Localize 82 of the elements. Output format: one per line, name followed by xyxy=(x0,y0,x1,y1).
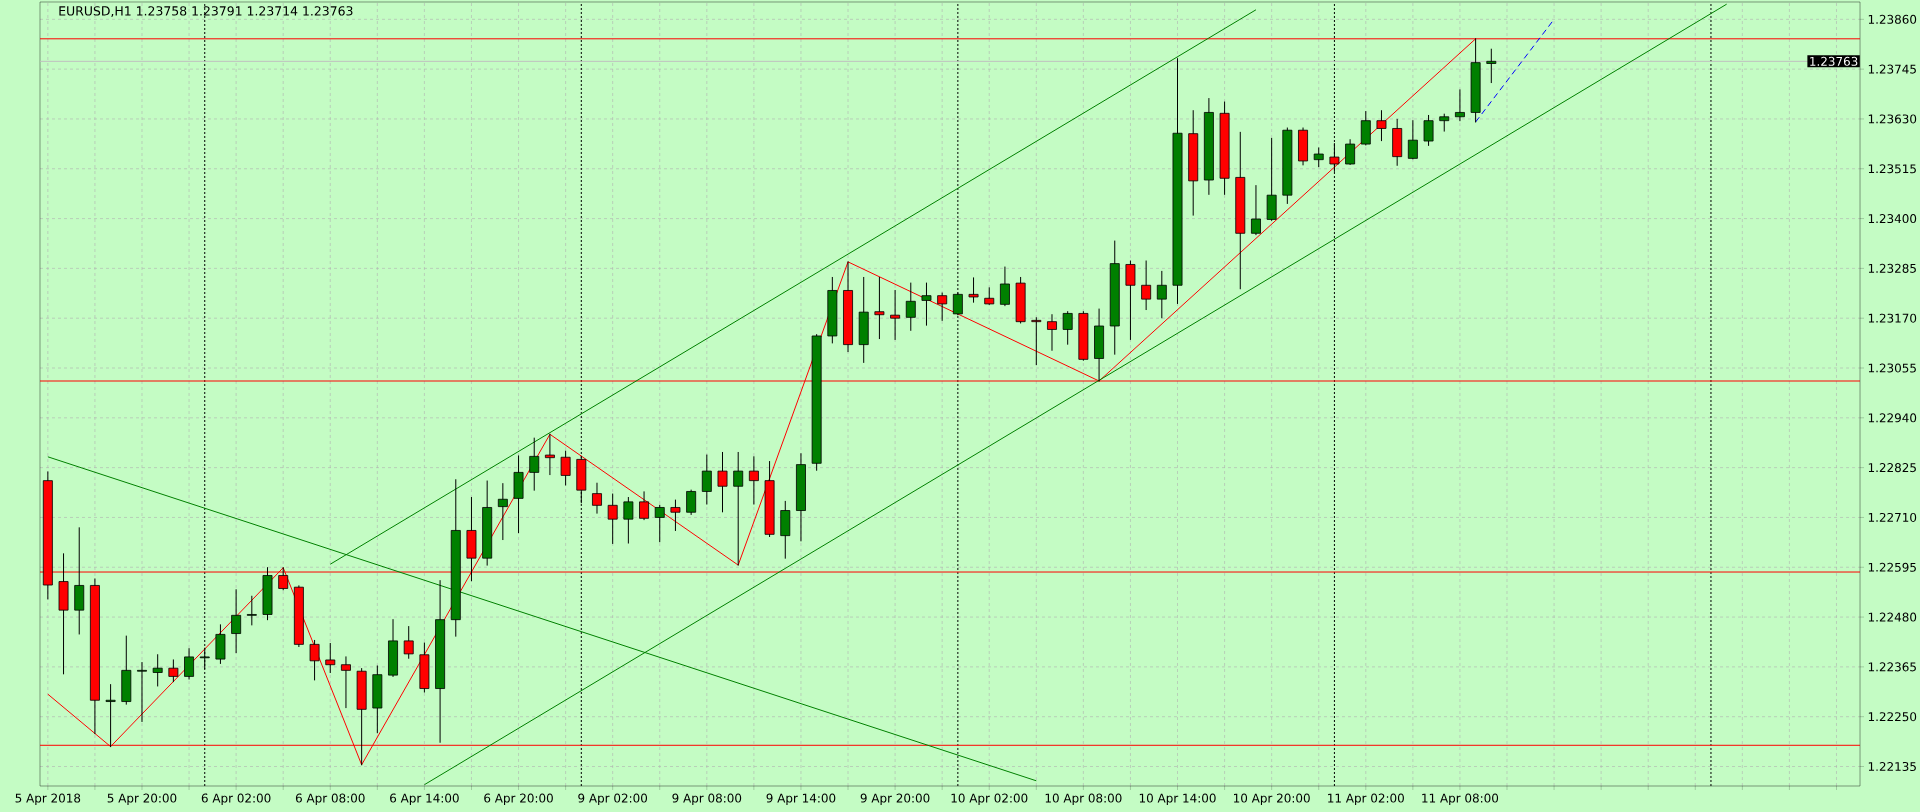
candlestick xyxy=(246,595,257,626)
candlestick xyxy=(890,289,901,340)
candlestick xyxy=(544,433,555,476)
y-tick-label: 1.22940 xyxy=(1868,413,1917,423)
candlestick xyxy=(137,662,147,722)
candlestick xyxy=(654,504,665,543)
candlestick xyxy=(1313,147,1324,168)
candlestick xyxy=(1360,111,1371,146)
x-tick-label: 10 Apr 20:00 xyxy=(1233,793,1310,805)
x-tick-label: 10 Apr 14:00 xyxy=(1139,793,1216,805)
x-tick-label: 9 Apr 20:00 xyxy=(860,793,930,805)
y-tick-label: 1.22595 xyxy=(1868,562,1916,572)
x-tick-label: 10 Apr 02:00 xyxy=(951,793,1028,805)
candlestick xyxy=(1407,120,1418,160)
y-tick-label: 1.23285 xyxy=(1868,263,1916,273)
candlestick xyxy=(921,282,932,326)
candlestick xyxy=(1486,48,1497,84)
y-tick-label: 1.23170 xyxy=(1868,313,1917,323)
y-tick-label: 1.23400 xyxy=(1868,214,1917,224)
x-tick-label: 6 Apr 08:00 xyxy=(295,793,365,805)
candlestick xyxy=(874,276,885,340)
candlestick xyxy=(733,451,744,566)
y-tick-label: 1.23745 xyxy=(1868,64,1916,74)
candlestick xyxy=(701,454,712,505)
candlestick xyxy=(905,282,916,331)
candlestick xyxy=(968,277,979,303)
candlestick xyxy=(1047,314,1057,351)
x-tick-label: 5 Apr 20:00 xyxy=(107,793,177,805)
candlestick xyxy=(1251,185,1261,236)
candlestick xyxy=(670,499,681,531)
x-tick-label: 11 Apr 02:00 xyxy=(1328,793,1404,805)
chart-title: EURUSD,H1 1.23758 1.23791 1.23714 1.23763 xyxy=(59,6,353,17)
y-tick-label: 1.22480 xyxy=(1868,612,1917,622)
y-tick-label: 1.23630 xyxy=(1868,114,1917,124)
x-tick-label: 10 Apr 08:00 xyxy=(1045,793,1122,805)
candlestick xyxy=(1156,270,1167,319)
ref-line-label: 1.23763 xyxy=(1810,56,1858,66)
candlestick xyxy=(717,451,728,513)
x-tick-label: 9 Apr 08:00 xyxy=(672,793,742,805)
x-tick-label: 6 Apr 14:00 xyxy=(390,793,459,805)
candlestick xyxy=(1031,317,1042,366)
candlestick xyxy=(403,626,414,659)
candlestick xyxy=(686,489,697,515)
candlestick xyxy=(1423,114,1434,146)
candlestick xyxy=(1376,110,1387,142)
x-tick-label: 6 Apr 20:00 xyxy=(484,793,553,805)
candlestick xyxy=(999,266,1010,307)
candlestick xyxy=(748,456,759,505)
candlestick xyxy=(341,656,351,709)
candlestick xyxy=(168,659,179,683)
candlestick xyxy=(1141,260,1152,311)
x-tick-label: 5 Apr 2018 xyxy=(15,793,81,805)
candlestick xyxy=(1062,311,1073,345)
y-tick-label: 1.22250 xyxy=(1868,712,1917,722)
candlestick xyxy=(607,493,618,544)
y-tick-label: 1.23515 xyxy=(1868,164,1916,174)
candlestick xyxy=(529,437,540,491)
candlestick xyxy=(309,639,320,681)
y-tick-label: 1.22135 xyxy=(1868,761,1916,772)
candlestick xyxy=(560,450,571,486)
candlestick xyxy=(231,589,242,654)
candlestick xyxy=(105,684,116,748)
x-tick-label: 9 Apr 14:00 xyxy=(766,793,836,805)
x-tick-label: 9 Apr 02:00 xyxy=(578,793,648,805)
candlestick xyxy=(623,497,634,544)
candlestick xyxy=(639,491,650,521)
candlestick xyxy=(937,292,948,321)
y-tick-label: 1.22710 xyxy=(1868,512,1917,522)
candlestick xyxy=(1345,139,1356,165)
candlestick xyxy=(1125,260,1136,340)
y-tick-label: 1.23055 xyxy=(1868,363,1916,373)
candlestick xyxy=(325,642,336,674)
x-tick-label: 6 Apr 02:00 xyxy=(201,793,271,805)
candlestick xyxy=(184,648,194,680)
candlestick xyxy=(592,482,602,514)
x-tick-label: 11 Apr 08:00 xyxy=(1422,793,1499,805)
y-tick-label: 1.22825 xyxy=(1868,463,1916,473)
candlestick xyxy=(152,654,163,687)
candlestick xyxy=(497,483,508,541)
candlestick xyxy=(1454,89,1465,122)
y-tick-label: 1.22365 xyxy=(1868,662,1916,672)
y-tick-label: 1.23860 xyxy=(1868,14,1917,24)
